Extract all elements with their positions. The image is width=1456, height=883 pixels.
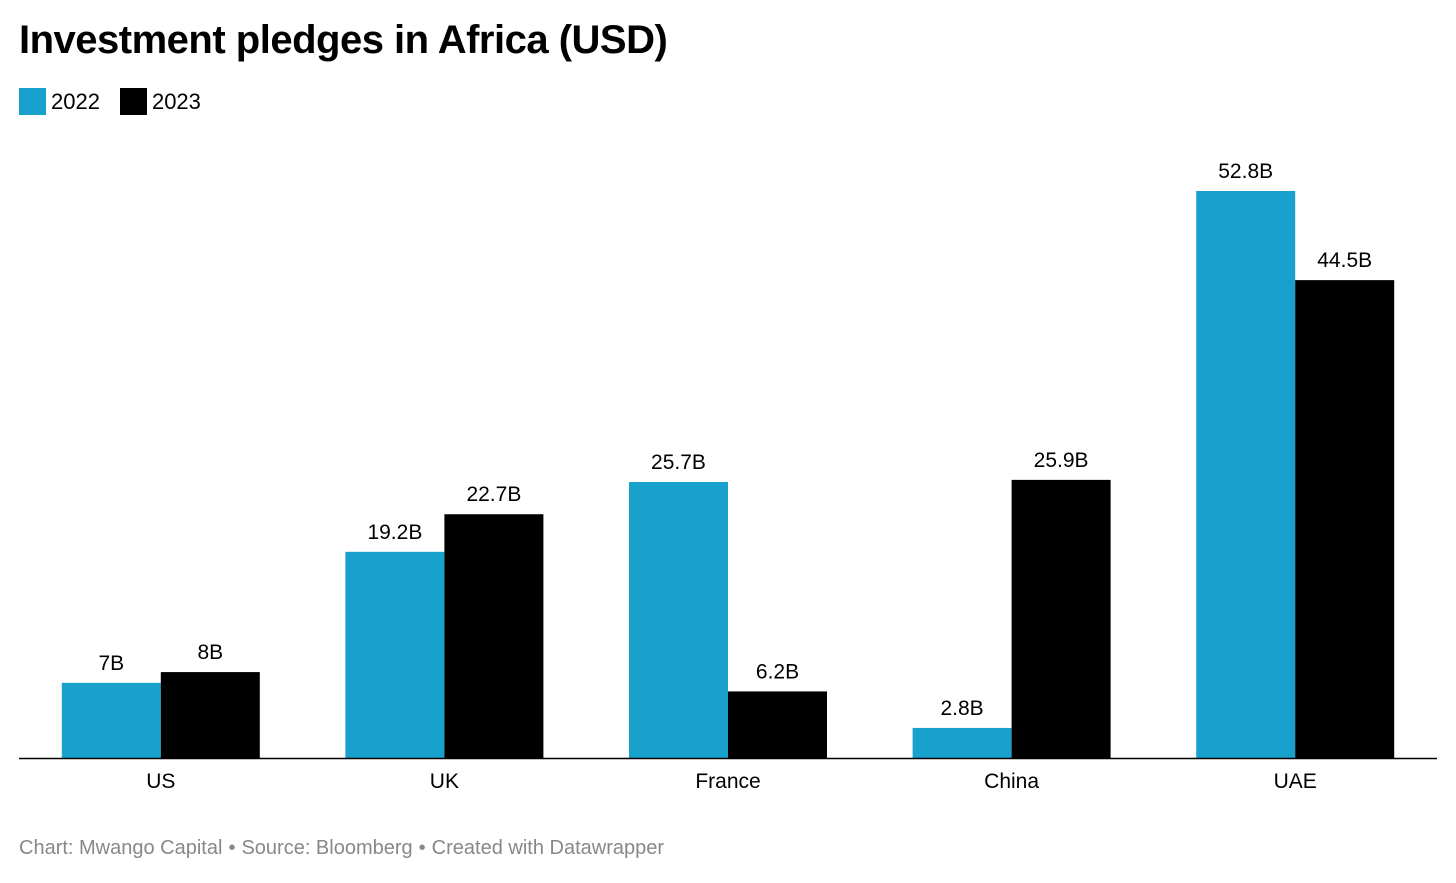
bar-2023-us	[161, 672, 260, 758]
data-label: 25.7B	[651, 451, 706, 474]
data-label: 2.8B	[940, 697, 983, 720]
x-tick-label: UK	[430, 770, 459, 793]
bar-2023-uk	[444, 514, 543, 758]
x-tick-label: UAE	[1274, 770, 1317, 793]
bar-2023-france	[728, 691, 827, 758]
created-with-credit: Created with Datawrapper	[432, 837, 664, 859]
x-tick-label: US	[146, 770, 175, 793]
bar-2022-us	[62, 683, 161, 758]
footer-separator: •	[228, 837, 235, 859]
chart-credit: Chart: Mwango Capital	[19, 837, 222, 859]
data-label: 8B	[197, 641, 223, 664]
data-label: 22.7B	[466, 483, 521, 506]
chart-footer: Chart: Mwango Capital • Source: Bloomberg •…	[19, 837, 664, 860]
data-label: 52.8B	[1218, 160, 1273, 183]
data-label: 25.9B	[1034, 449, 1089, 472]
data-label: 44.5B	[1317, 249, 1372, 272]
x-tick-label: China	[984, 770, 1039, 793]
bar-2022-china	[913, 728, 1012, 758]
bar-chart: 7B 8B US 19.2B 22.7B UK 25.7B 6.2B France 2.8B 25.…	[0, 0, 1456, 883]
source-credit: Source: Bloomberg	[241, 837, 412, 859]
x-tick-label: France	[695, 770, 760, 793]
footer-separator: •	[419, 837, 426, 859]
data-label: 19.2B	[367, 521, 422, 544]
bar-2022-uk	[345, 552, 444, 758]
bar-2023-uae	[1295, 280, 1394, 758]
data-label: 6.2B	[756, 660, 799, 683]
bar-2023-china	[1012, 480, 1111, 758]
bar-2022-france	[629, 482, 728, 758]
bar-2022-uae	[1196, 191, 1295, 758]
data-label: 7B	[98, 652, 124, 675]
